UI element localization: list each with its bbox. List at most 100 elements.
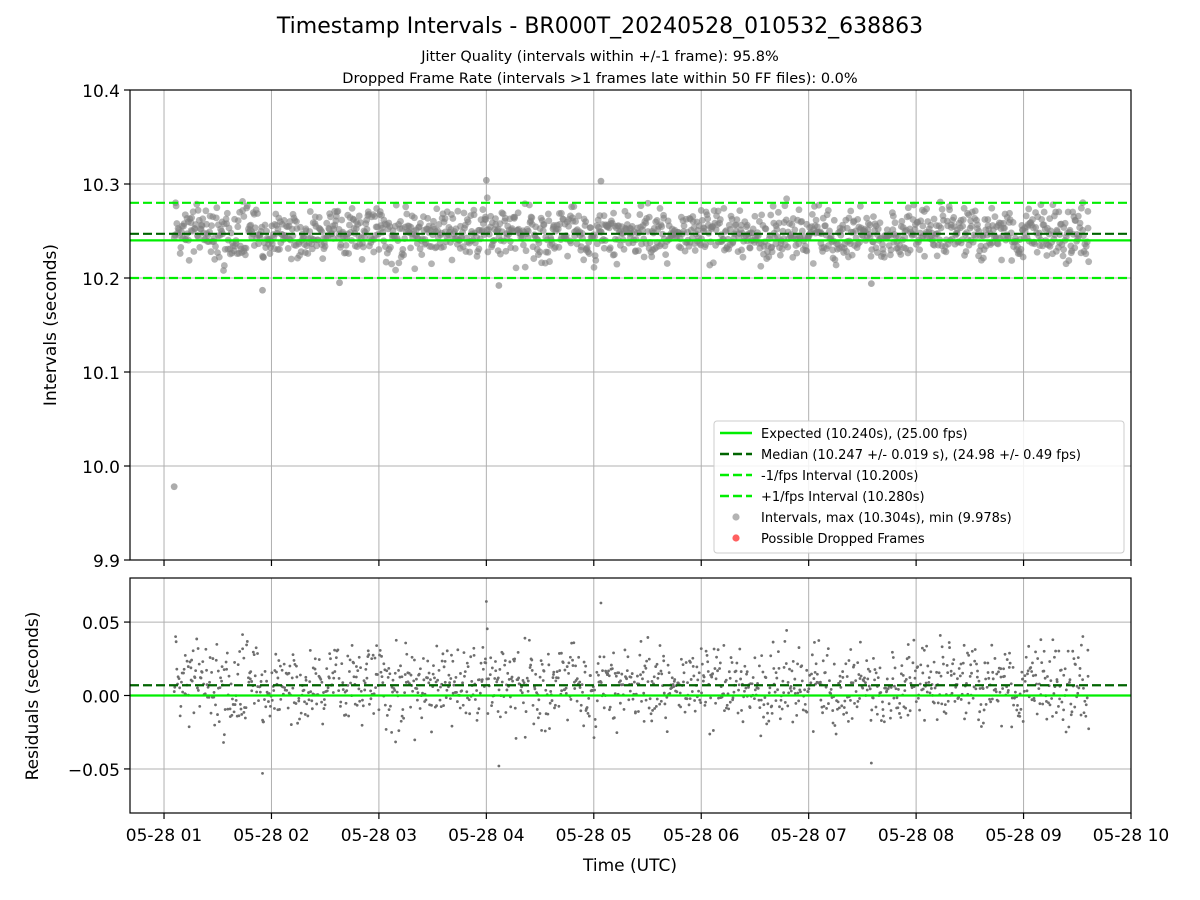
residual-point [700,691,703,695]
residual-point [393,671,397,675]
residual-point [865,659,869,663]
residual-point [642,691,646,695]
residual-point [538,712,542,715]
residual-point [427,671,431,675]
interval-point [358,256,366,263]
interval-point [1025,205,1033,213]
residual-point [417,672,421,676]
residual-point [205,668,208,672]
residual-point [842,712,846,716]
interval-point [454,207,462,215]
residual-point [490,704,493,707]
residual-point [692,674,696,678]
residual-point [1031,674,1035,678]
residual-point [359,689,363,693]
interval-point [781,202,789,210]
interval-point [440,243,447,251]
interval-point [610,251,618,259]
residual-point [985,685,989,689]
residual-point [341,688,345,691]
interval-point [610,209,617,217]
residual-point [192,711,196,715]
residual-point [717,696,720,700]
residual-point [191,649,195,653]
residual-point [405,652,409,656]
residual-point [376,673,379,676]
residual-point [498,715,502,719]
residual-point [1055,678,1059,681]
interval-point [959,216,967,224]
residual-point [247,680,251,684]
interval-point [988,204,996,212]
interval-point [585,250,593,257]
interval-point [698,216,706,224]
residual-point [942,710,946,714]
residual-point [310,699,314,703]
residual-point [403,691,407,695]
residual-point [743,689,746,693]
residual-point [581,690,584,694]
interval-point [732,221,740,229]
residual-point [507,677,511,681]
residual-point [383,703,387,707]
residual-point [869,718,873,722]
residual-point [1039,638,1043,642]
residual-point [1020,670,1024,674]
residual-point [715,655,718,659]
residual-point [683,710,687,714]
residual-point [738,647,742,651]
residual-point [321,722,325,726]
residual-point [339,704,342,708]
residual-point [845,711,848,715]
residual-point [216,713,219,716]
interval-point [937,224,945,232]
residual-point [1034,673,1038,677]
residual-point [516,650,520,654]
interval-point [241,251,249,259]
residual-point [1085,696,1089,700]
residual-point [1010,696,1014,700]
interval-point [791,226,799,234]
interval-point [188,214,196,222]
residual-point [415,677,418,681]
residual-point [607,669,610,673]
residual-point [456,700,459,703]
residual-point [722,644,726,647]
interval-point [813,223,821,231]
interval-point [482,216,490,223]
residual-point [542,669,546,673]
residual-point [1049,679,1053,683]
residual-point [461,681,464,685]
residual-point [549,690,553,693]
residual-point [778,705,781,709]
interval-point [757,262,765,270]
residual-point [178,714,182,718]
residual-point [567,661,571,665]
residual-point [994,690,998,694]
residual-point [329,657,332,661]
residual-point [1055,680,1059,684]
interval-point [355,212,363,220]
residual-point [1068,678,1072,682]
interval-point [449,215,457,222]
residual-point [1029,666,1033,669]
intervals-y-tick-label: 10.4 [82,82,120,102]
residual-point [782,691,786,695]
residual-point [270,698,274,702]
residual-point-extreme [484,600,488,603]
residual-point [554,703,557,707]
interval-point [460,209,468,217]
residual-point [1038,702,1042,706]
residual-point [892,696,896,700]
residual-point [412,679,416,683]
interval-point [709,259,717,267]
residual-point [854,679,858,683]
residual-point [195,637,199,641]
residual-point [906,713,910,717]
residual-point [970,671,973,675]
interval-point [1017,245,1025,253]
residual-point [348,670,351,673]
residual-point [906,643,910,646]
interval-point [795,240,803,248]
residual-point [363,681,367,685]
